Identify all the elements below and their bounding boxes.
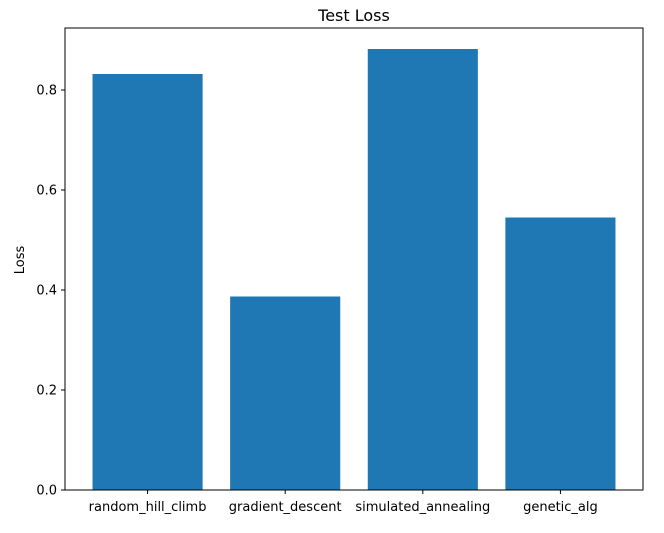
x-tick-label: gradient_descent: [229, 500, 342, 515]
plot-area-frame: [64, 27, 644, 491]
x-axis-ticks: random_hill_climb gradient_descent simulat…: [89, 490, 598, 515]
chart-title: Test Loss: [317, 6, 390, 25]
x-tick-label: random_hill_climb: [89, 500, 207, 515]
y-axis-ticks: 0.0 0.2 0.4 0.6 0.8: [36, 84, 65, 499]
y-tick-label: 0.0: [36, 484, 57, 499]
y-tick-label: 0.8: [36, 84, 57, 99]
y-axis-label: Loss: [13, 246, 28, 275]
y-tick-label: 0.6: [36, 184, 57, 199]
bars-group: [92, 49, 616, 490]
bar-simulated-annealing: [367, 49, 478, 490]
x-tick-label: simulated_annealing: [355, 500, 490, 515]
bar-gradient-descent: [230, 296, 341, 490]
y-tick-label: 0.4: [36, 284, 57, 299]
x-tick-label: genetic_alg: [523, 500, 598, 515]
bar-genetic-alg: [505, 217, 616, 490]
bar-random-hill-climb: [92, 74, 203, 490]
y-tick-label: 0.2: [36, 384, 57, 399]
